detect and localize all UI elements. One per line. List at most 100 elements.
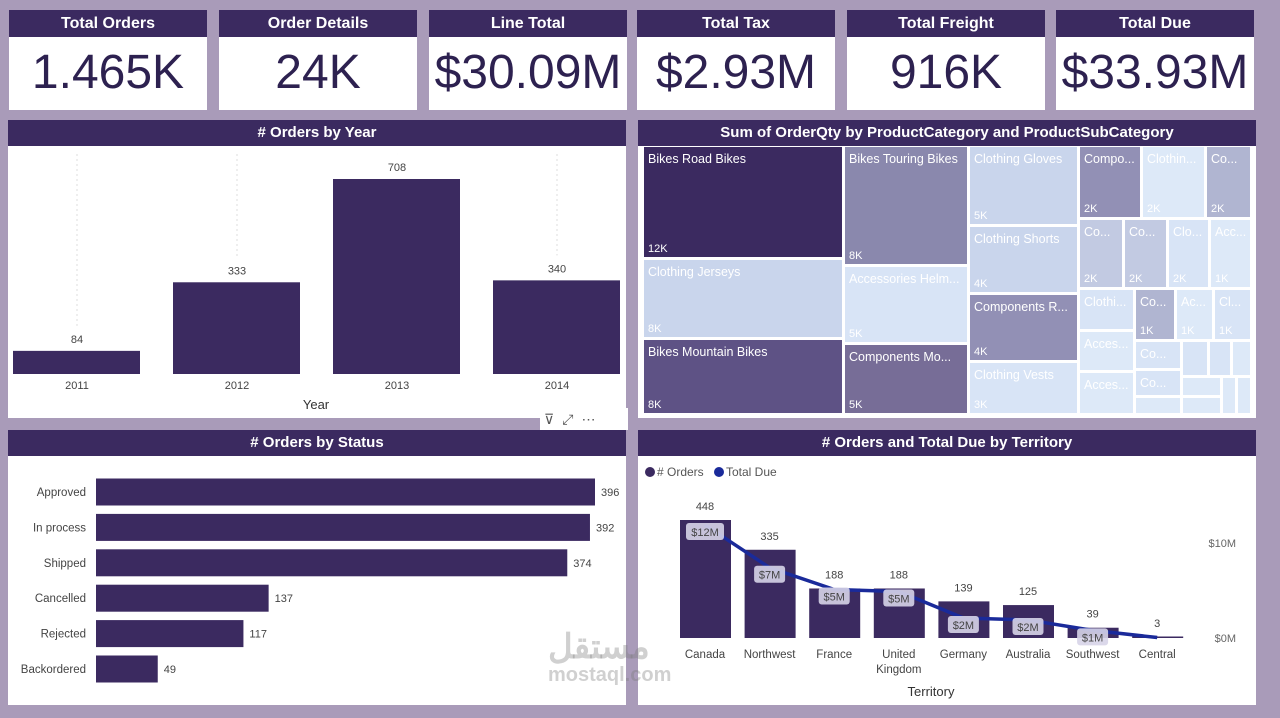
x-tick-label: Southwest: [1066, 649, 1121, 661]
x-tick-label: 2011: [65, 380, 89, 392]
focus-mode-icon[interactable]: ⤢: [562, 410, 574, 427]
x-tick-label: Canada: [685, 649, 726, 661]
data-label: 340: [548, 263, 566, 275]
data-label: 137: [275, 593, 293, 605]
bar[interactable]: [96, 620, 244, 648]
treemap-tile[interactable]: Clo... 2K: [1168, 219, 1209, 288]
bar[interactable]: [96, 584, 269, 612]
treemap-tile[interactable]: Clothin... 2K: [1142, 146, 1205, 218]
treemap-tile[interactable]: Ac... 1K: [1176, 289, 1213, 340]
data-label: 374: [573, 558, 591, 570]
treemap-panel[interactable]: Sum of OrderQty by ProductCategory and P…: [638, 120, 1256, 418]
tile-value: 12K: [648, 243, 668, 255]
treemap-tile[interactable]: [1232, 341, 1251, 376]
tile-label: Bikes Road Bikes: [648, 152, 746, 166]
line-data-label: $5M: [888, 593, 909, 605]
data-label: 396: [601, 487, 619, 499]
treemap-tile[interactable]: Components R... 4K: [969, 294, 1078, 361]
treemap-tile[interactable]: Co... 2K: [1206, 146, 1251, 218]
data-label: 335: [760, 531, 778, 543]
data-label: 49: [164, 664, 176, 676]
bar[interactable]: [96, 478, 595, 506]
more-options-icon[interactable]: ⋯: [581, 410, 596, 427]
data-label: 139: [954, 582, 972, 594]
line-label-bg: [1077, 628, 1109, 646]
x-tick-label: Northwest: [744, 649, 797, 661]
kpi-title: Line Total: [429, 10, 627, 37]
treemap-tile[interactable]: Bikes Touring Bikes 8K: [844, 146, 968, 265]
bar[interactable]: [96, 655, 158, 683]
data-label: 188: [825, 569, 843, 581]
treemap-tile[interactable]: Co... 1K: [1135, 289, 1175, 340]
tile-label: Cl...: [1219, 295, 1242, 309]
tile-value: 2K: [1211, 203, 1225, 215]
treemap-tile[interactable]: Co...: [1135, 370, 1181, 396]
treemap-tile[interactable]: Bikes Road Bikes 12K: [643, 146, 843, 258]
treemap-tile[interactable]: Components Mo... 5K: [844, 344, 968, 414]
bar[interactable]: [13, 350, 140, 374]
kpi-value: $2.93M: [655, 46, 817, 99]
kpi-card[interactable]: Total Tax $2.93M: [637, 10, 835, 110]
kpi-card[interactable]: Total Orders 1.465K: [9, 10, 207, 110]
tile-value: 2K: [1173, 273, 1187, 285]
treemap-tile[interactable]: Clothi...: [1079, 289, 1134, 330]
y-tick-label: Rejected: [41, 629, 86, 641]
kpi-title: Total Due: [1056, 10, 1254, 37]
kpi-value: 916K: [889, 46, 1003, 99]
treemap-tile[interactable]: Clothing Shorts 4K: [969, 226, 1078, 293]
treemap-tile[interactable]: [1237, 377, 1251, 414]
treemap-tile[interactable]: [1182, 397, 1221, 414]
treemap-tile[interactable]: Clothing Jerseys 8K: [643, 259, 843, 338]
data-label: 84: [71, 334, 83, 346]
treemap-tile[interactable]: Clothing Gloves 5K: [969, 146, 1078, 225]
tile-value: 2K: [1147, 203, 1161, 215]
orders-by-year-panel[interactable]: # Orders by Year 84 2011 333 2012 708 2013 340…: [8, 120, 626, 418]
tile-label: Co...: [1140, 376, 1167, 390]
bar[interactable]: [173, 282, 300, 374]
line-label-bg: [883, 589, 915, 607]
treemap-tile[interactable]: Acces...: [1079, 372, 1134, 414]
bar[interactable]: [744, 549, 796, 638]
treemap-tile[interactable]: Acces...: [1079, 331, 1134, 371]
treemap-tile[interactable]: [1182, 341, 1208, 376]
bar[interactable]: [493, 280, 620, 374]
tile-label: Clo...: [1173, 225, 1203, 239]
treemap-tile[interactable]: [1135, 397, 1181, 414]
tile-label: Acces...: [1084, 378, 1129, 392]
kpi-card[interactable]: Line Total $30.09M: [429, 10, 627, 110]
data-label: 117: [249, 629, 267, 641]
tile-label: Co...: [1084, 225, 1111, 239]
line-data-label: $12M: [691, 527, 719, 539]
treemap-tile[interactable]: Acc... 1K: [1210, 219, 1251, 288]
kpi-card[interactable]: Total Due $33.93M: [1056, 10, 1254, 110]
tile-label: Bikes Touring Bikes: [849, 152, 958, 166]
filter-icon[interactable]: ⊽: [544, 410, 555, 427]
tile-value: 5K: [849, 328, 863, 340]
data-label: 188: [890, 569, 908, 581]
kpi-card[interactable]: Total Freight 916K: [847, 10, 1045, 110]
treemap-tile[interactable]: Accessories Helm... 5K: [844, 266, 968, 343]
treemap-tile[interactable]: [1209, 341, 1231, 376]
panel-title: Sum of OrderQty by ProductCategory and P…: [638, 120, 1256, 146]
treemap-tile[interactable]: Bikes Mountain Bikes 8K: [643, 339, 843, 414]
treemap-tile[interactable]: Clothing Vests 3K: [969, 362, 1078, 414]
bar[interactable]: [333, 179, 460, 374]
bar[interactable]: [1132, 636, 1184, 639]
territory-panel[interactable]: # Orders and Total Due by Territory # Or…: [638, 430, 1256, 705]
bar[interactable]: [96, 549, 568, 577]
bar[interactable]: [96, 513, 590, 541]
treemap-tile[interactable]: Cl... 1K: [1214, 289, 1251, 340]
treemap-tile[interactable]: Compo... 2K: [1079, 146, 1141, 218]
data-label: 333: [228, 265, 246, 277]
treemap-tile[interactable]: [1182, 377, 1221, 396]
orders-by-status-panel[interactable]: # Orders by Status Approved 396 In process…: [8, 430, 626, 705]
kpi-card[interactable]: Order Details 24K: [219, 10, 417, 110]
data-label: 39: [1086, 609, 1098, 621]
treemap-tile[interactable]: [1222, 377, 1236, 414]
treemap-tile[interactable]: Co...: [1135, 341, 1181, 369]
treemap-tile[interactable]: Co... 2K: [1124, 219, 1167, 288]
treemap-tile[interactable]: Co... 2K: [1079, 219, 1123, 288]
tile-value: 1K: [1140, 325, 1154, 337]
y-tick-label: Backordered: [21, 664, 86, 676]
tile-label: Components R...: [974, 300, 1068, 314]
